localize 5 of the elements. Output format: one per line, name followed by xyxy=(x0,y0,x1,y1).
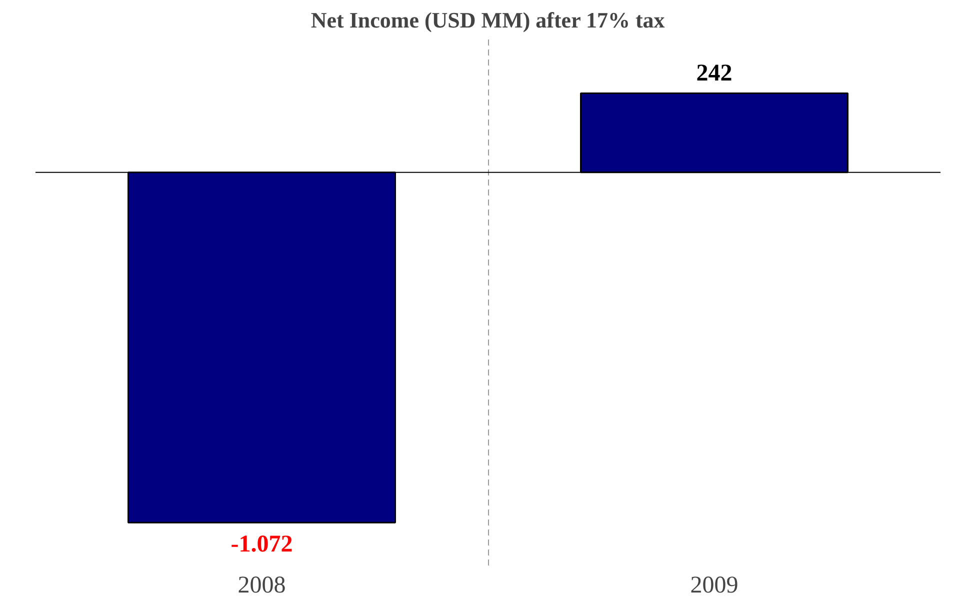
x-tick-label: 2009 xyxy=(690,572,738,598)
x-tick-label: 2008 xyxy=(238,572,286,598)
data-label: 242 xyxy=(696,60,732,86)
chart-title: Net Income (USD MM) after 17% tax xyxy=(310,8,665,32)
data-label: -1.072 xyxy=(230,531,293,558)
